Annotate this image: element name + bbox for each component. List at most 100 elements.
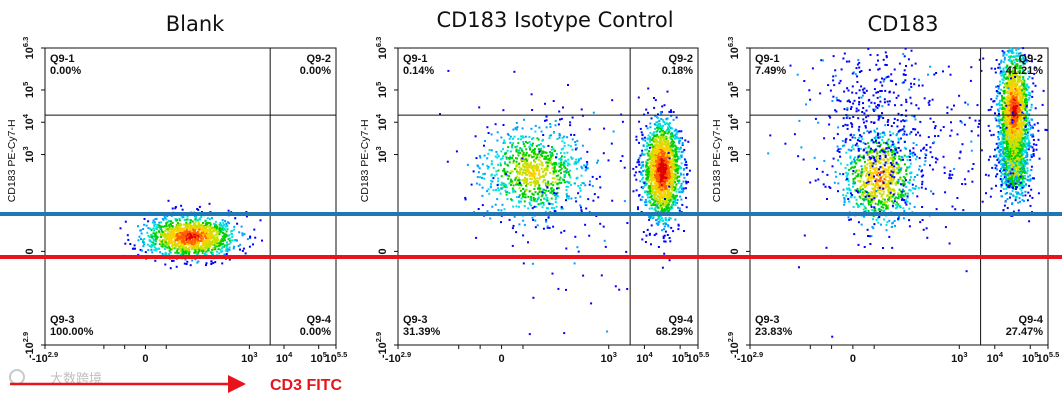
density-point <box>908 132 911 135</box>
density-point <box>218 233 221 236</box>
density-point <box>478 167 481 170</box>
density-point <box>666 208 668 211</box>
density-point <box>563 229 566 232</box>
density-point <box>545 156 548 159</box>
density-point <box>895 171 898 174</box>
density-point <box>536 163 539 166</box>
density-point <box>137 225 139 228</box>
density-point <box>532 172 535 175</box>
density-point <box>159 226 162 229</box>
density-point <box>187 227 190 230</box>
density-point <box>575 158 578 161</box>
density-point <box>653 234 656 237</box>
density-point <box>533 175 536 178</box>
density-point <box>557 174 560 177</box>
density-point <box>643 169 646 172</box>
density-point <box>883 198 886 201</box>
density-point <box>531 165 534 168</box>
density-point <box>667 173 670 176</box>
density-point <box>518 171 521 173</box>
density-point <box>537 144 540 147</box>
density-point <box>670 172 673 175</box>
density-point <box>602 152 605 155</box>
density-point <box>152 227 155 230</box>
density-point <box>865 174 868 177</box>
density-point <box>849 155 852 158</box>
density-point <box>668 200 671 203</box>
density-point <box>855 162 858 165</box>
density-point <box>649 152 652 155</box>
density-point <box>886 206 889 209</box>
density-point <box>181 232 184 234</box>
density-point <box>663 200 666 203</box>
density-point <box>647 193 650 195</box>
density-point <box>205 250 208 253</box>
density-point <box>678 209 681 212</box>
density-point <box>510 178 512 181</box>
density-point <box>661 177 664 180</box>
density-point <box>674 187 677 190</box>
density-point <box>667 185 670 188</box>
density-point <box>677 140 680 143</box>
density-point <box>491 205 494 208</box>
density-point <box>664 158 667 161</box>
quadrant-label-q9-1: Q9-1 <box>403 53 427 65</box>
density-point <box>640 161 643 164</box>
density-point <box>875 219 878 221</box>
density-point <box>912 147 915 150</box>
density-point <box>580 108 583 111</box>
density-point <box>674 162 677 164</box>
density-point <box>817 178 820 181</box>
density-point <box>528 172 530 175</box>
density-point <box>645 204 648 207</box>
density-point <box>479 156 482 159</box>
density-point <box>166 246 169 249</box>
density-point <box>662 192 665 195</box>
density-point <box>908 182 911 185</box>
density-point <box>663 143 666 146</box>
density-point <box>558 178 561 181</box>
density-point <box>513 168 516 170</box>
density-point <box>888 147 891 150</box>
density-point <box>889 166 892 169</box>
density-point <box>656 136 659 139</box>
density-point <box>885 184 888 187</box>
density-point <box>193 227 196 230</box>
density-point <box>869 169 872 172</box>
density-point <box>503 141 506 144</box>
density-point <box>597 196 600 199</box>
density-point <box>558 162 561 165</box>
density-point <box>576 176 579 179</box>
density-point <box>872 171 874 174</box>
density-point <box>190 236 193 239</box>
density-point <box>522 234 525 237</box>
density-point <box>220 247 223 250</box>
density-point <box>165 234 168 237</box>
density-point <box>870 235 873 238</box>
density-point <box>891 168 894 171</box>
density-point <box>858 129 860 132</box>
density-point <box>563 163 566 166</box>
density-point <box>546 163 549 166</box>
density-point <box>147 220 150 223</box>
density-point <box>529 163 532 166</box>
density-point <box>517 176 520 179</box>
density-point <box>901 179 904 182</box>
density-point <box>658 137 661 140</box>
density-point <box>672 230 675 233</box>
density-point <box>507 157 510 159</box>
density-point <box>541 191 544 194</box>
density-point <box>880 205 883 208</box>
density-point <box>216 226 219 229</box>
density-point <box>852 185 854 188</box>
density-point <box>837 159 840 162</box>
density-point <box>877 91 879 94</box>
density-point <box>843 144 846 147</box>
density-point <box>842 188 845 191</box>
density-point <box>661 229 664 232</box>
density-point <box>655 210 658 213</box>
density-point <box>880 202 883 205</box>
density-point <box>174 244 177 247</box>
density-point <box>218 226 221 229</box>
density-point <box>482 173 485 175</box>
